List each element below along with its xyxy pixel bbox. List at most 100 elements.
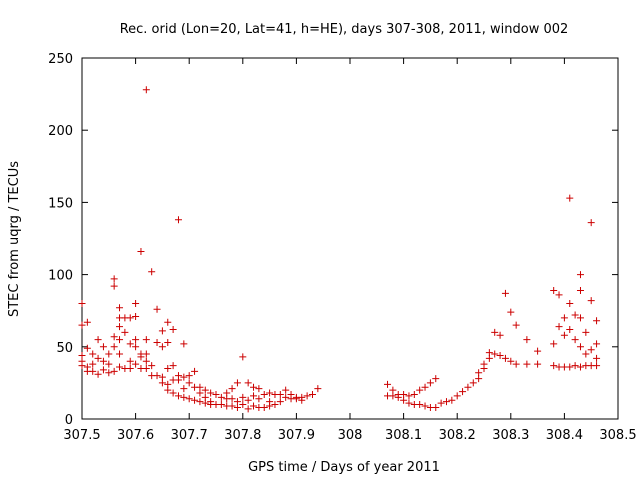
data-point <box>582 328 590 336</box>
data-point <box>507 308 515 316</box>
data-point <box>555 323 563 331</box>
data-point <box>448 396 456 404</box>
data-point <box>255 385 263 393</box>
y-tick-label: 250 <box>48 52 73 67</box>
data-point <box>566 299 574 307</box>
data-point <box>308 390 316 398</box>
y-axis-label: STEC from uqrg / TECUs <box>7 161 22 317</box>
data-point <box>180 385 188 393</box>
x-tick-label: 307.9 <box>278 428 315 443</box>
data-point <box>233 403 241 411</box>
data-point <box>121 328 129 336</box>
data-point <box>475 369 483 377</box>
data-point <box>416 401 424 409</box>
data-point <box>110 282 118 290</box>
data-point <box>582 350 590 358</box>
data-point <box>593 340 601 348</box>
y-tick-label: 0 <box>65 413 73 428</box>
data-point <box>560 314 568 322</box>
y-tick-label: 100 <box>48 269 73 284</box>
data-point <box>233 379 241 387</box>
x-tick-label: 307.8 <box>224 428 261 443</box>
data-point <box>180 340 188 348</box>
data-point <box>593 354 601 362</box>
data-point <box>94 354 102 362</box>
x-tick-label: 307.5 <box>63 428 100 443</box>
data-point <box>142 86 150 94</box>
data-point <box>576 286 584 294</box>
data-point <box>394 393 402 401</box>
data-point <box>169 362 177 370</box>
data-point <box>78 321 86 329</box>
chart-title: Rec. orid (Lon=20, Lat=41, h=HE), days 3… <box>120 22 569 37</box>
data-point <box>110 367 118 375</box>
data-point <box>94 336 102 344</box>
data-point <box>459 388 467 396</box>
data-point <box>587 219 595 227</box>
data-point <box>110 333 118 341</box>
data-point <box>78 299 86 307</box>
data-point <box>228 402 236 410</box>
data-point <box>250 383 258 391</box>
data-point <box>185 395 193 403</box>
data-point <box>571 362 579 370</box>
data-point <box>426 379 434 387</box>
data-point <box>442 398 450 406</box>
data-point <box>196 398 204 406</box>
data-point <box>126 364 134 372</box>
data-point <box>196 389 204 397</box>
data-point <box>282 393 290 401</box>
data-point <box>501 289 509 297</box>
data-point <box>132 360 140 368</box>
x-tick-label: 308 <box>338 428 363 443</box>
data-point <box>126 340 134 348</box>
data-point <box>132 343 140 351</box>
data-point <box>389 392 397 400</box>
data-point <box>99 343 107 351</box>
data-point <box>169 389 177 397</box>
data-point <box>260 403 268 411</box>
data-point <box>266 389 274 397</box>
data-point <box>239 353 247 361</box>
data-point <box>116 350 124 358</box>
data-point <box>142 350 150 358</box>
data-point <box>298 396 306 404</box>
data-point <box>164 386 172 394</box>
data-point <box>191 367 199 375</box>
x-tick-label: 308.2 <box>439 428 476 443</box>
data-point <box>410 390 418 398</box>
data-point <box>137 247 145 255</box>
data-point <box>255 395 263 403</box>
data-point <box>593 317 601 325</box>
data-point <box>550 340 558 348</box>
data-point <box>174 216 182 224</box>
data-point <box>496 331 504 339</box>
data-point <box>405 392 413 400</box>
data-point <box>142 336 150 344</box>
data-point <box>148 362 156 370</box>
data-point <box>512 321 520 329</box>
data-point <box>158 327 166 335</box>
data-point <box>89 360 97 368</box>
y-tick-label: 150 <box>48 196 73 211</box>
data-point <box>576 343 584 351</box>
data-point <box>282 386 290 394</box>
x-tick-label: 308.5 <box>599 428 636 443</box>
data-point <box>191 396 199 404</box>
data-point <box>266 402 274 410</box>
x-tick-label: 308.4 <box>546 428 583 443</box>
data-point <box>228 385 236 393</box>
data-point <box>207 389 215 397</box>
data-point <box>153 338 161 346</box>
data-point <box>416 386 424 394</box>
y-tick-label: 50 <box>56 341 73 356</box>
data-point <box>148 268 156 276</box>
data-point <box>576 363 584 371</box>
data-point <box>512 360 520 368</box>
data-point <box>244 405 252 413</box>
data-point <box>126 314 134 322</box>
data-point <box>239 393 247 401</box>
data-point <box>432 375 440 383</box>
data-point <box>576 314 584 322</box>
data-point <box>158 379 166 387</box>
